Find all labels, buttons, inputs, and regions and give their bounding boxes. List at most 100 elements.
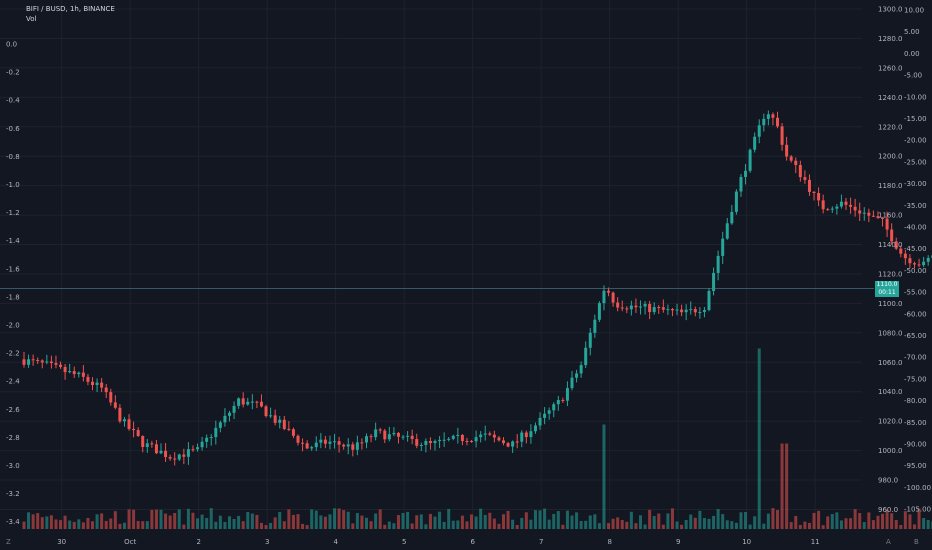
volume-bar — [259, 522, 263, 529]
percent-axis-label: -40.00 — [904, 224, 927, 232]
candle-body — [182, 454, 186, 457]
volume-bar — [593, 514, 597, 529]
candle-body — [620, 307, 624, 309]
candle-body — [255, 401, 259, 403]
volume-bar — [835, 512, 839, 529]
percent-axis-label: -100.00 — [904, 484, 931, 492]
candle-body — [383, 430, 387, 440]
volume-bar — [164, 513, 168, 529]
candle-body — [502, 440, 505, 444]
auto-scale-icon[interactable]: A — [886, 538, 891, 546]
left-axis-label: -0.8 — [6, 153, 20, 161]
volume-bar — [223, 521, 227, 529]
volume-bar — [141, 521, 145, 529]
volume-bar — [346, 511, 350, 529]
candle-body — [602, 290, 606, 304]
volume-bar — [333, 508, 337, 529]
candle-body — [789, 156, 793, 161]
percent-axis[interactable]: 10.00 5.00 0.00 -5.00 -10.00 -15.00 -20.00 -25.… — [904, 7, 931, 514]
volume-bar — [305, 525, 309, 529]
candle-body — [232, 405, 236, 413]
percent-axis-label: -90.00 — [904, 441, 927, 449]
left-axis-label: 0.0 — [6, 41, 17, 49]
volume-bar — [351, 523, 355, 529]
volume-bar — [68, 520, 72, 529]
volume-bar — [652, 516, 656, 529]
bar-countdown: 00:11 — [878, 288, 896, 296]
volume-bar — [396, 515, 400, 529]
candle-body — [154, 444, 158, 454]
candle-body — [693, 309, 697, 313]
volume-bar — [410, 523, 414, 529]
settings-icon[interactable]: B — [914, 538, 919, 546]
time-axis-label: Oct — [124, 538, 136, 546]
volume-bar — [620, 520, 624, 529]
volume-bar — [186, 508, 190, 529]
candle-body — [177, 454, 181, 460]
volume-bar — [118, 523, 122, 529]
percent-axis-label: -55.00 — [904, 289, 927, 297]
candle-body — [588, 332, 592, 348]
volume-bar — [154, 509, 158, 529]
time-axis-label: 6 — [470, 538, 475, 546]
candle-body — [625, 308, 629, 310]
percent-axis-label: -35.00 — [904, 202, 927, 210]
timezone-icon[interactable]: Z — [6, 538, 11, 546]
time-axis-label: 30 — [57, 538, 66, 546]
volume-bar — [552, 513, 556, 529]
candle-body — [378, 429, 382, 431]
volume-bar — [419, 514, 423, 529]
volume-bar — [406, 511, 410, 529]
left-axis-label: -2.0 — [6, 322, 20, 330]
price-axis[interactable]: 1300.0 1280.0 1260.0 1240.0 1220.0 1200.0 1180… — [878, 6, 903, 515]
volume-bar — [109, 518, 113, 529]
volume-bar — [529, 519, 533, 529]
time-axis[interactable]: 30 Oct 2 3 4 5 6 7 8 9 10 11 — [57, 538, 819, 546]
volume-bar — [228, 516, 231, 529]
candle-body — [556, 400, 560, 405]
volume-bar — [387, 521, 391, 529]
volume-bar — [693, 517, 697, 529]
volume-bar — [625, 521, 629, 529]
volume-bar — [182, 524, 186, 529]
candle-body — [926, 257, 930, 262]
candle-body — [168, 457, 172, 459]
volume-bar — [369, 521, 373, 529]
candle-body — [798, 164, 802, 178]
volume-bar — [287, 509, 291, 529]
candle-body — [570, 377, 574, 389]
candle-body — [122, 419, 126, 422]
time-axis-label: 11 — [811, 538, 820, 546]
volume-bar — [753, 516, 757, 529]
volume-bar — [104, 520, 108, 529]
volume-bar — [378, 509, 382, 529]
volume-bar — [214, 521, 218, 529]
time-axis-label: 10 — [742, 538, 751, 546]
volume-bar — [661, 524, 665, 529]
candle-body — [762, 118, 766, 126]
volume-bar — [839, 520, 843, 529]
candle-body — [807, 179, 811, 192]
volume-bar — [54, 519, 58, 529]
candle-body — [474, 437, 478, 442]
volume-bar — [657, 513, 661, 529]
candle-body — [584, 347, 588, 366]
percent-axis-label: 10.00 — [904, 7, 924, 15]
price-axis-label: 1180.0 — [878, 182, 903, 190]
volume-bar — [757, 348, 761, 529]
candle-body — [913, 263, 916, 265]
volume-bar — [401, 512, 405, 529]
volume-bar — [49, 515, 53, 529]
symbol-label[interactable]: BIFI / BUSD, 1h, BINANCE — [26, 5, 115, 13]
volume-bar — [771, 508, 775, 529]
left-axis-label: -1.2 — [6, 209, 20, 217]
price-axis-label: 1300.0 — [878, 6, 903, 14]
volume-bar — [177, 509, 181, 529]
candle-body — [511, 441, 515, 447]
candle-body — [561, 400, 565, 402]
volume-bar — [689, 514, 693, 529]
candle-body — [351, 444, 355, 450]
candle-body — [428, 440, 432, 444]
volume-bar — [849, 518, 853, 529]
